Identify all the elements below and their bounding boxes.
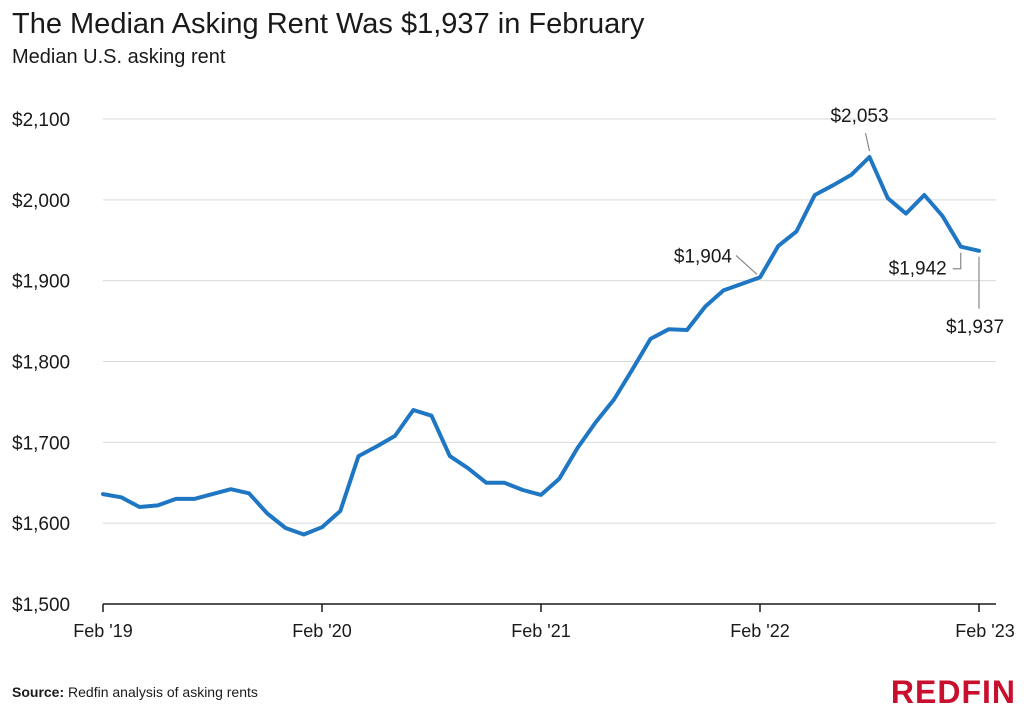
data-point bbox=[338, 509, 342, 513]
data-point bbox=[229, 487, 233, 491]
data-point bbox=[703, 305, 707, 309]
data-point bbox=[758, 275, 762, 279]
data-point bbox=[576, 446, 580, 450]
data-point bbox=[612, 397, 616, 401]
data-point bbox=[630, 368, 634, 372]
data-point bbox=[375, 444, 379, 448]
chart-title: The Median Asking Rent Was $1,937 in Feb… bbox=[12, 8, 645, 40]
annotation-label: $2,053 bbox=[830, 106, 888, 127]
data-point bbox=[466, 466, 470, 470]
data-point bbox=[521, 488, 525, 492]
source-note: Source: Redfin analysis of asking rents bbox=[12, 684, 258, 700]
x-axis: Feb '19 Feb '20 Feb '21 Feb '22 Feb '23 bbox=[73, 603, 1015, 641]
data-point bbox=[393, 434, 397, 438]
data-point bbox=[649, 337, 653, 341]
annotation-label: $1,942 bbox=[889, 259, 947, 280]
data-point bbox=[539, 493, 543, 497]
data-point bbox=[922, 193, 926, 197]
x-tick-label: Feb '19 bbox=[73, 621, 132, 641]
data-point bbox=[138, 505, 142, 509]
source-label: Source: bbox=[12, 684, 65, 700]
y-tick-label: $1,700 bbox=[12, 433, 70, 454]
data-point bbox=[320, 525, 324, 529]
data-point bbox=[594, 420, 598, 424]
data-point bbox=[430, 414, 434, 418]
data-point bbox=[484, 481, 488, 485]
data-point bbox=[284, 526, 288, 530]
data-point bbox=[302, 532, 306, 536]
y-tick-label: $2,000 bbox=[12, 191, 70, 212]
data-point bbox=[265, 511, 269, 515]
y-tick-label: $1,800 bbox=[12, 353, 70, 374]
gridlines bbox=[103, 118, 996, 524]
data-point bbox=[849, 173, 853, 177]
data-point bbox=[776, 244, 780, 248]
annotation-label: $1,937 bbox=[946, 317, 1004, 338]
x-tick-label: Feb '22 bbox=[730, 621, 789, 641]
chart-subtitle: Median U.S. asking rent bbox=[12, 46, 226, 68]
annotation-leader bbox=[952, 252, 962, 270]
data-point bbox=[722, 288, 726, 292]
data-point bbox=[119, 495, 123, 499]
rent-series-line bbox=[101, 155, 981, 537]
data-point bbox=[174, 497, 178, 501]
data-point bbox=[357, 454, 361, 458]
y-tick-label: $1,600 bbox=[12, 514, 70, 535]
data-point bbox=[886, 196, 890, 200]
series-layer bbox=[101, 155, 981, 537]
data-point bbox=[813, 193, 817, 197]
annotation-leader bbox=[735, 254, 758, 275]
y-axis-tick-labels: $1,500 $1,600 $1,700 $1,800 $1,900 $2,000 $2,1… bbox=[12, 110, 70, 616]
data-point bbox=[959, 245, 963, 249]
x-tick-label: Feb '23 bbox=[955, 621, 1014, 641]
data-point bbox=[411, 408, 415, 412]
data-point bbox=[685, 328, 689, 332]
y-tick-label: $1,900 bbox=[12, 272, 70, 293]
x-tick-label: Feb '21 bbox=[511, 621, 570, 641]
y-tick-label: $2,100 bbox=[12, 110, 70, 131]
data-point bbox=[868, 155, 872, 159]
y-tick-label: $1,500 bbox=[12, 595, 70, 616]
data-point bbox=[831, 183, 835, 187]
data-point bbox=[667, 327, 671, 331]
data-point bbox=[904, 212, 908, 216]
annotation-leader bbox=[864, 132, 871, 152]
data-point bbox=[156, 503, 160, 507]
x-tick-label: Feb '20 bbox=[292, 621, 351, 641]
source-text: Redfin analysis of asking rents bbox=[68, 684, 258, 700]
data-point bbox=[740, 282, 744, 286]
annotation-label: $1,904 bbox=[674, 246, 733, 267]
data-point bbox=[247, 491, 251, 495]
data-point bbox=[557, 477, 561, 481]
data-point bbox=[211, 492, 215, 496]
redfin-logo: REDFIN bbox=[890, 674, 1016, 710]
data-point bbox=[448, 454, 452, 458]
annotations: $2,053 $1,904 $1,942 $1,937 bbox=[674, 106, 1004, 338]
data-point bbox=[941, 214, 945, 218]
data-point bbox=[101, 492, 105, 496]
data-point bbox=[503, 481, 507, 485]
data-point bbox=[795, 229, 799, 233]
data-point bbox=[977, 249, 981, 253]
data-point bbox=[192, 497, 196, 501]
